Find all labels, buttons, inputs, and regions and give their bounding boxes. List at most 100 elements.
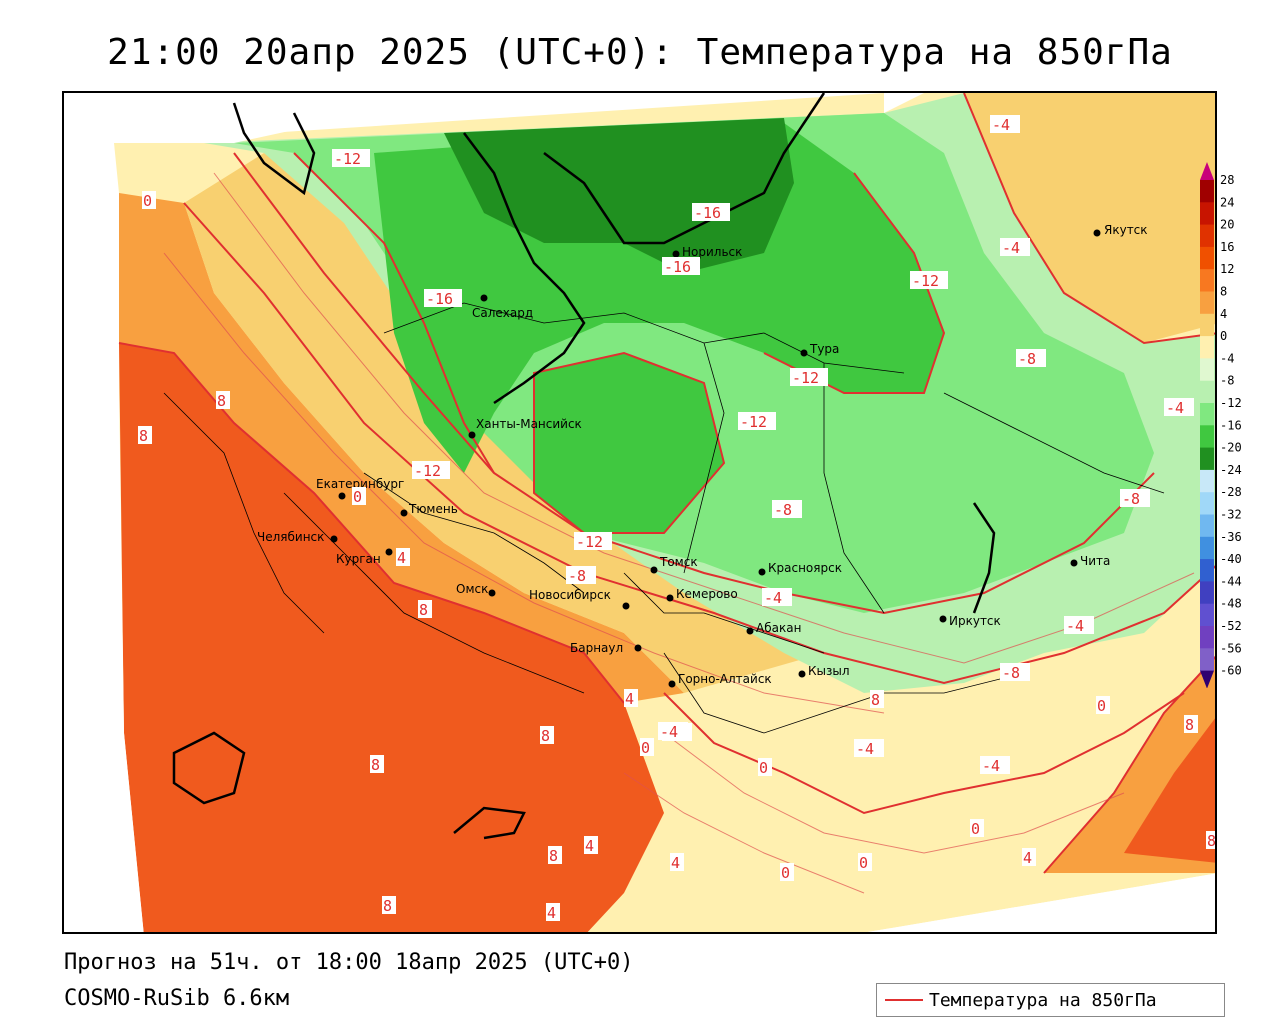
- isotherm-label: 8: [217, 392, 226, 410]
- colorbar-band: [1200, 380, 1214, 404]
- legend-line-swatch: [885, 999, 923, 1001]
- isotherm-label: -16: [694, 204, 721, 222]
- colorbar-tick-label: 4: [1220, 307, 1227, 321]
- city-label-norilsk: Норильск: [682, 245, 742, 259]
- colorbar-band: [1200, 603, 1214, 627]
- colorbar-swatches: [1200, 162, 1214, 688]
- city-label-omsk: Омск: [456, 582, 488, 596]
- city-dot-tyumen: [400, 509, 408, 517]
- isotherm-label: -8: [774, 501, 792, 519]
- outside-domain-top-right: [884, 93, 924, 113]
- isotherm-label: 8: [1207, 832, 1216, 850]
- colorbar-band: [1200, 358, 1214, 382]
- colorbar-band: [1200, 425, 1214, 449]
- colorbar-tick-label: 28: [1220, 173, 1234, 187]
- colorbar-tick-label: -44: [1220, 574, 1242, 588]
- city-dot-gorno-altaysk: [668, 680, 676, 688]
- city-label-kemerovo: Кемерово: [676, 587, 738, 601]
- warm-region-west: [119, 343, 664, 932]
- colorbar-band: [1200, 313, 1214, 337]
- colorbar-band: [1200, 269, 1214, 292]
- city-dot-barnaul: [634, 644, 642, 652]
- colorbar-tick-label: -20: [1220, 441, 1242, 455]
- isotherm-label: 8: [549, 847, 558, 865]
- city-dot-tomsk: [650, 566, 658, 574]
- map-title: 21:00 20апр 2025 (UTC+0): Температура на…: [107, 32, 1173, 73]
- isotherm-label: -4: [660, 723, 678, 741]
- colorbar-band: [1200, 336, 1214, 359]
- city-dot-tura: [800, 349, 808, 357]
- city-dot-yakutsk: [1093, 229, 1101, 237]
- isotherm-label: -12: [334, 150, 361, 168]
- city-dot-chelyabinsk: [330, 535, 338, 543]
- city-label-tura: Тура: [809, 342, 839, 356]
- isotherm-label: 4: [671, 854, 680, 872]
- colorbar-band: [1200, 648, 1214, 672]
- isotherm-label: -12: [792, 369, 819, 387]
- colorbar-tick-label: -12: [1220, 396, 1242, 410]
- colorbar-tick-label: -8: [1220, 374, 1234, 388]
- model-name: COSMO-RuSib 6.6км: [64, 986, 290, 1011]
- city-dot-kyzyl: [798, 670, 806, 678]
- isotherm-label: -12: [576, 533, 603, 551]
- isotherm-label: 8: [871, 691, 880, 709]
- isotherm-label: 8: [541, 727, 550, 745]
- city-label-barnaul: Барнаул: [570, 641, 623, 655]
- forecast-info: Прогноз на 51ч. от 18:00 18апр 2025 (UTC…: [64, 950, 634, 975]
- colorbar-band: [1200, 291, 1214, 315]
- isotherm-label: -8: [1002, 664, 1020, 682]
- temperature-map: Норильск Салехард Якутск Тура Ханты-Манс…: [62, 91, 1217, 934]
- city-dot-novosibirsk: [622, 602, 630, 610]
- colorbar-band: [1200, 514, 1214, 538]
- city-dot-kurgan: [385, 548, 393, 556]
- colorbar-band: [1200, 246, 1214, 270]
- city-label-tomsk: Томск: [659, 555, 698, 569]
- colorbar-band: [1200, 224, 1214, 248]
- isotherm-label: 4: [1023, 849, 1032, 867]
- colorbar-tick-label: -52: [1220, 619, 1242, 633]
- isotherm-label: -4: [992, 116, 1010, 134]
- city-label-irkutsk: Иркутск: [949, 614, 1001, 628]
- cool-region-dark2: [534, 353, 724, 533]
- isotherm-label: -4: [1002, 239, 1020, 257]
- city-dot-norilsk: [672, 250, 680, 258]
- isotherm-label: -16: [664, 258, 691, 276]
- legend-label: Температура на 850гПа: [929, 989, 1157, 1011]
- isotherm-label: 4: [547, 904, 556, 922]
- colorbar-top-arrow: [1200, 162, 1214, 180]
- colorbar-band: [1200, 536, 1214, 560]
- city-label-chelyabinsk: Челябинск: [257, 530, 324, 544]
- isotherm-value-labels: -12 -16 -16 -16 -12 -12 -12 -12 -12 -8 -…: [138, 115, 1216, 922]
- city-dot-kemerovo: [666, 594, 674, 602]
- colorbar-band: [1200, 581, 1214, 605]
- colorbar-band: [1200, 202, 1214, 226]
- colorbar-band: [1200, 469, 1214, 493]
- isotherm-label: 0: [143, 192, 152, 210]
- colorbar-tick-label: 24: [1220, 195, 1234, 209]
- map-canvas: Норильск Салехард Якутск Тура Ханты-Манс…: [64, 93, 1216, 932]
- map-legend: Температура на 850гПа: [876, 983, 1225, 1017]
- city-label-abakan: Абакан: [756, 621, 801, 635]
- outside-domain-top-left: [64, 93, 464, 193]
- city-label-kyzyl: Кызыл: [808, 664, 850, 678]
- city-label-tyumen: Тюмень: [408, 502, 458, 516]
- coastlines: [172, 93, 996, 840]
- colorbar-band: [1200, 403, 1214, 426]
- colorbar-bottom-arrow: [1200, 670, 1214, 688]
- isotherm-label: 0: [859, 854, 868, 872]
- city-label-kurgan: Курган: [336, 552, 381, 566]
- isotherm-label: -4: [1166, 399, 1184, 417]
- city-dot-abakan: [746, 627, 754, 635]
- isotherm-label: 8: [383, 897, 392, 915]
- city-label-chita: Чита: [1080, 554, 1110, 568]
- isotherm-label: 0: [759, 759, 768, 777]
- outside-domain-bottom-right: [867, 873, 1215, 932]
- isotherm-label: 4: [625, 690, 634, 708]
- warm-region-northeast: [964, 93, 1215, 343]
- city-label-salekhard: Салехард: [472, 306, 533, 320]
- city-dot-krasnoyarsk: [758, 568, 766, 576]
- colorbar-tick-label: -32: [1220, 508, 1242, 522]
- isotherm-label: 0: [1097, 697, 1106, 715]
- isotherm-label: -8: [1018, 350, 1036, 368]
- isotherm-label: -4: [982, 757, 1000, 775]
